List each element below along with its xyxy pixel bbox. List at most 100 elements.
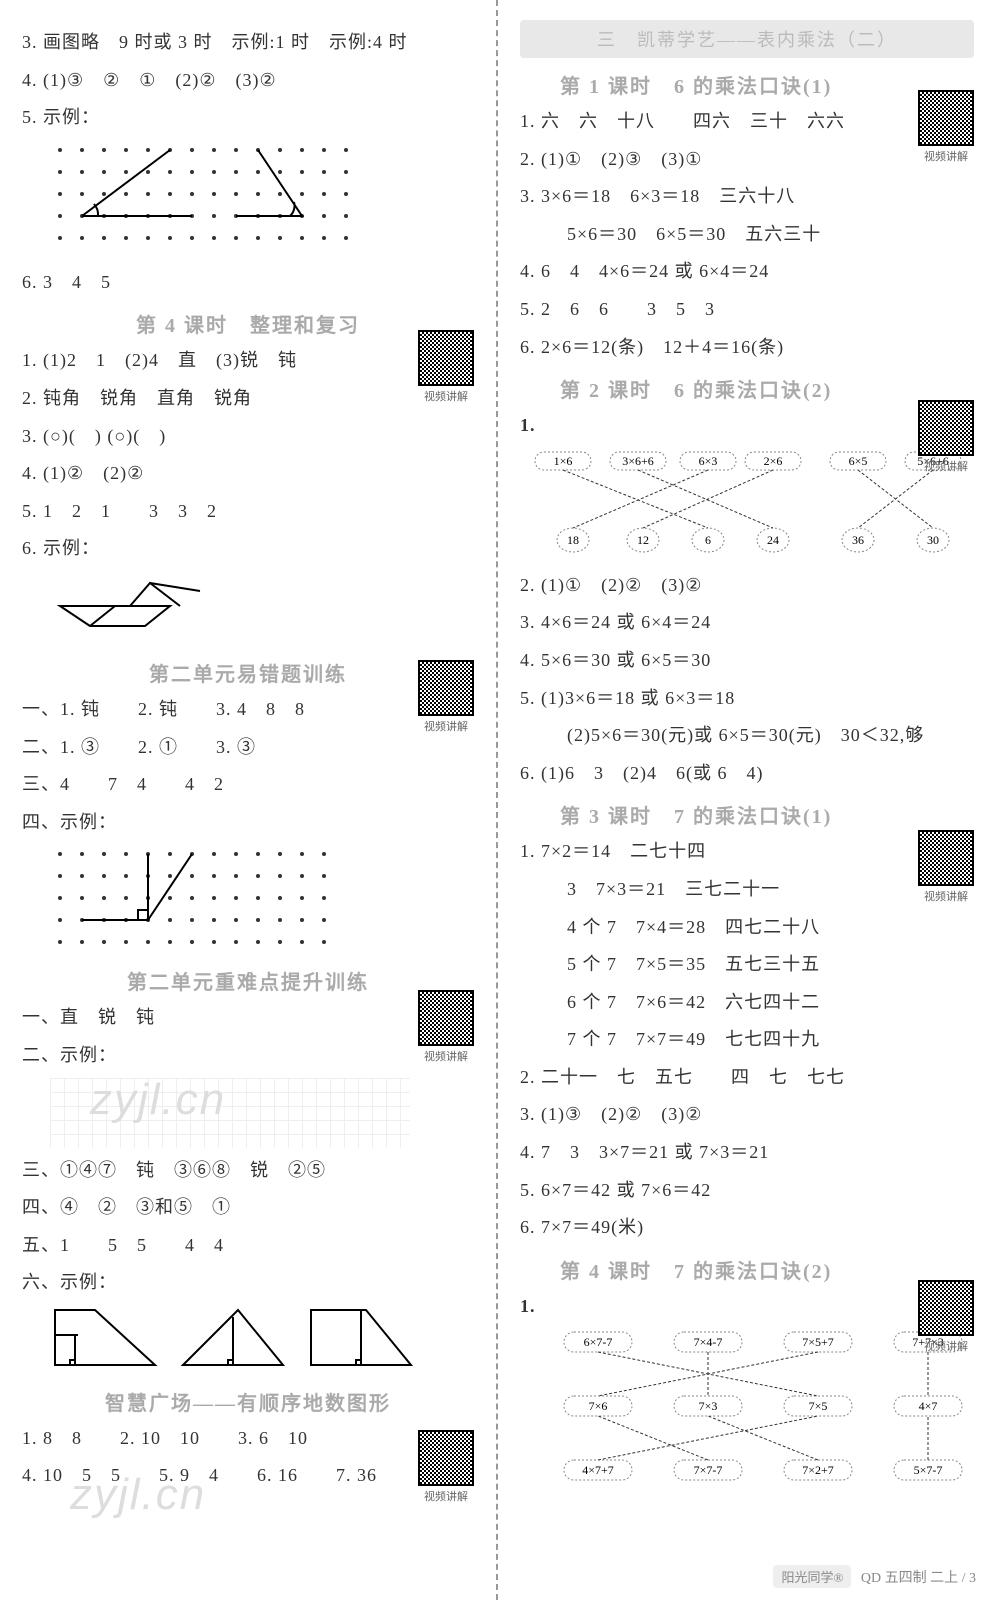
qr-label: 视频讲解 (414, 388, 478, 404)
h3: 三、①④⑦ 钝 ③⑥⑧ 锐 ②⑤ (22, 1155, 474, 1186)
unit2-hard-title: 第二单元重难点提升训练 (22, 966, 474, 995)
r-s4-title: 第 4 课时 7 的乘法口诀(2) (520, 1255, 974, 1284)
qr-code-icon (418, 330, 474, 386)
svg-text:18: 18 (567, 533, 579, 547)
qr-code-icon (918, 400, 974, 456)
ans-4: 4. (1)③ ② ① (2)② (3)② (22, 65, 474, 96)
qr-1: 视频讲解 (414, 330, 478, 404)
svg-text:1×6: 1×6 (554, 454, 573, 468)
svg-text:4×7: 4×7 (919, 1399, 938, 1413)
r1-2: 2. (1)① (2)③ (3)① (520, 144, 974, 175)
qr-r2: 视频讲解 (914, 400, 978, 474)
qr-2: 视频讲解 (414, 660, 478, 734)
r3-5: 5. 6×7＝42 或 7×6＝42 (520, 1175, 974, 1206)
svg-text:7×7-7: 7×7-7 (694, 1463, 723, 1477)
footer-brand: 阳光同学® (773, 1565, 851, 1588)
left-column: 3. 画图略 9 时或 3 时 示例:1 时 示例:4 时 4. (1)③ ② … (0, 0, 498, 1600)
z2: 4. 10 5 5 5. 9 4 6. 16 7. 36 (22, 1460, 474, 1491)
h4: 四、④ ② ③和⑤ ① (22, 1192, 474, 1223)
r2-2: 2. (1)① (2)② (3)② (520, 570, 974, 601)
e3: 三、4 7 4 4 2 (22, 769, 474, 800)
h2: 二、示例： (22, 1040, 474, 1071)
qr-r1: 视频讲解 (914, 90, 978, 164)
svg-text:4×7+7: 4×7+7 (582, 1463, 614, 1477)
unit2-err-title: 第二单元易错题训练 (22, 658, 474, 687)
svg-text:7×5+7: 7×5+7 (802, 1335, 834, 1349)
svg-text:6: 6 (705, 533, 711, 547)
qr-code-icon (918, 90, 974, 146)
r2-1-label: 1. (520, 410, 974, 441)
svg-text:7×2+7: 7×2+7 (802, 1463, 834, 1477)
svg-text:24: 24 (767, 533, 779, 547)
r1-3a: 3. 3×6＝18 6×3＝18 三六十八 (520, 181, 974, 212)
r3-2: 2. 二十一 七 五七 四 七 七七 (520, 1062, 974, 1093)
qr-label: 视频讲解 (914, 458, 978, 474)
svg-text:6×5: 6×5 (849, 454, 868, 468)
svg-text:6×7-7: 6×7-7 (584, 1335, 613, 1349)
r2-4: 4. 5×6＝30 或 6×5＝30 (520, 645, 974, 676)
right-column: 三 凯蒂学艺——表内乘法（二） 视频讲解 第 1 课时 6 的乘法口诀(1) 1… (498, 0, 996, 1600)
matching-diagram-2: 6×7-77×4-77×5+77+7×37×67×37×54×74×7+77×7… (528, 1328, 974, 1493)
page-footer: 阳光同学® QD 五四制 二上 / 3 (773, 1565, 976, 1588)
r-s2-title: 第 2 课时 6 的乘法口诀(2) (520, 374, 974, 403)
qr-code-icon (418, 660, 474, 716)
wisdom-title: 智慧广场——有顺序地数图形 (22, 1387, 474, 1416)
z1: 1. 8 8 2. 10 10 3. 6 10 (22, 1423, 474, 1454)
e2: 二、1. ③ 2. ① 3. ③ (22, 732, 474, 763)
svg-text:3×6+6: 3×6+6 (622, 454, 654, 468)
svg-text:7×3: 7×3 (699, 1399, 718, 1413)
svg-text:30: 30 (927, 533, 939, 547)
h1: 一、直 锐 钝 (22, 1002, 474, 1033)
dot-grid-angles (50, 140, 474, 260)
footer-text: QD 五四制 二上 / 3 (861, 1571, 976, 1586)
r2-5a: 5. (1)3×6＝18 或 6×3＝18 (520, 683, 974, 714)
dot-grid-2 (50, 844, 474, 954)
grid-example (50, 1078, 410, 1148)
qr-label: 视频讲解 (914, 1338, 978, 1354)
svg-text:36: 36 (852, 533, 864, 547)
qr-r3: 视频讲解 (914, 830, 978, 904)
l4-4: 4. (1)② (2)② (22, 458, 474, 489)
qr-label: 视频讲解 (414, 1488, 478, 1504)
svg-text:7×6: 7×6 (589, 1399, 608, 1413)
l4-2: 2. 钝角 锐角 直角 锐角 (22, 383, 474, 414)
unit-banner: 三 凯蒂学艺——表内乘法（二） (520, 20, 974, 58)
r1-5: 5. 2 6 6 3 5 3 (520, 294, 974, 325)
l4-3: 3. (○)( ) (○)( ) (22, 421, 474, 452)
lesson4-title: 第 4 课时 整理和复习 (22, 309, 474, 338)
qr-label: 视频讲解 (414, 1048, 478, 1064)
r3-1d: 5 个 7 7×5＝35 五七三十五 (520, 949, 974, 980)
r3-1a: 1. 7×2＝14 二七十四 (520, 836, 974, 867)
r2-3: 3. 4×6＝24 或 6×4＝24 (520, 607, 974, 638)
r2-6: 6. (1)6 3 (2)4 6(或 6 4) (520, 758, 974, 789)
h5: 五、1 5 5 4 4 (22, 1230, 474, 1261)
l4-5: 5. 1 2 1 3 3 2 (22, 496, 474, 527)
qr-label: 视频讲解 (914, 148, 978, 164)
qr-4: 视频讲解 (414, 1430, 478, 1504)
ans-5-label: 5. 示例： (22, 102, 474, 133)
svg-text:2×6: 2×6 (764, 454, 783, 468)
svg-text:7×4-7: 7×4-7 (694, 1335, 723, 1349)
l4-6: 6. 示例： (22, 533, 474, 564)
r3-1c: 4 个 7 7×4＝28 四七二十八 (520, 912, 974, 943)
matching-diagram-1: 1×63×6+66×32×66×55×6+618126243630 (528, 448, 974, 563)
r-s1-title: 第 1 课时 6 的乘法口诀(1) (520, 70, 974, 99)
qr-code-icon (918, 1280, 974, 1336)
qr-label: 视频讲解 (414, 718, 478, 734)
qr-label: 视频讲解 (914, 888, 978, 904)
h6: 六、示例： (22, 1267, 474, 1298)
r1-6: 6. 2×6＝12(条) 12＋4＝16(条) (520, 332, 974, 363)
r3-1b: 3 7×3＝21 三七二十一 (520, 874, 974, 905)
r3-1e: 6 个 7 7×6＝42 六七四十二 (520, 987, 974, 1018)
r3-6: 6. 7×7＝49(米) (520, 1212, 974, 1243)
svg-text:6×3: 6×3 (699, 454, 718, 468)
ans-6: 6. 3 4 5 (22, 267, 474, 298)
l4-1: 1. (1)2 1 (2)4 直 (3)锐 钝 (22, 345, 474, 376)
shapes-row (50, 1305, 474, 1375)
tangram-shape (50, 571, 474, 646)
svg-text:7×5: 7×5 (809, 1399, 828, 1413)
svg-text:12: 12 (637, 533, 649, 547)
r2-5b: (2)5×6＝30(元)或 6×5＝30(元) 30＜32,够 (520, 720, 974, 751)
qr-code-icon (418, 990, 474, 1046)
r3-3: 3. (1)③ (2)② (3)② (520, 1099, 974, 1130)
